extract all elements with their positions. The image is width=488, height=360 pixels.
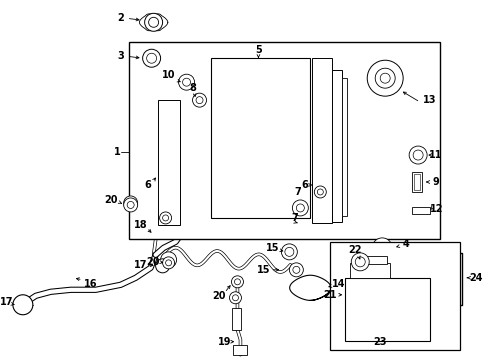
Text: 9: 9: [432, 177, 439, 187]
Text: 23: 23: [373, 337, 386, 347]
Circle shape: [285, 247, 293, 256]
Text: 15: 15: [256, 265, 269, 275]
Bar: [312, 58, 332, 223]
Text: 5: 5: [255, 45, 261, 55]
Bar: [349, 263, 389, 278]
Circle shape: [412, 150, 422, 160]
Bar: [332, 70, 342, 222]
Circle shape: [196, 96, 203, 104]
Bar: [411, 207, 429, 214]
Text: 16: 16: [84, 279, 97, 289]
Circle shape: [380, 73, 389, 83]
Text: 7: 7: [293, 187, 300, 197]
Text: 12: 12: [429, 204, 443, 214]
Circle shape: [165, 260, 171, 266]
Circle shape: [281, 244, 297, 260]
Text: 6: 6: [144, 180, 151, 190]
Bar: [232, 308, 241, 330]
Circle shape: [292, 200, 308, 216]
Text: 21: 21: [323, 290, 336, 300]
Text: 4: 4: [402, 239, 408, 249]
Circle shape: [231, 276, 243, 288]
Circle shape: [289, 263, 303, 277]
Circle shape: [178, 74, 194, 90]
Text: 11: 11: [428, 150, 442, 160]
Circle shape: [144, 13, 163, 31]
Circle shape: [366, 60, 402, 96]
Text: 2: 2: [117, 13, 124, 23]
Circle shape: [127, 199, 134, 206]
Text: 20: 20: [104, 195, 117, 205]
Circle shape: [314, 186, 325, 198]
Circle shape: [182, 78, 190, 86]
Bar: [329, 242, 459, 350]
Circle shape: [234, 279, 240, 285]
Text: 7: 7: [290, 213, 297, 223]
Bar: [411, 172, 421, 192]
Circle shape: [408, 146, 426, 164]
Circle shape: [155, 259, 169, 273]
Circle shape: [229, 292, 241, 304]
Circle shape: [142, 49, 160, 67]
Circle shape: [192, 93, 206, 107]
Text: 8: 8: [189, 83, 196, 93]
Text: 20: 20: [211, 291, 225, 301]
Text: 20: 20: [145, 257, 159, 267]
Circle shape: [350, 253, 368, 271]
Bar: [352, 256, 386, 264]
Bar: [345, 278, 429, 341]
Text: 19: 19: [217, 337, 231, 347]
Bar: [128, 42, 439, 239]
Circle shape: [354, 257, 365, 267]
Circle shape: [292, 266, 299, 273]
Text: 1: 1: [114, 147, 121, 157]
Circle shape: [123, 198, 137, 212]
Bar: [413, 174, 419, 190]
Circle shape: [163, 215, 168, 221]
Circle shape: [13, 295, 33, 315]
Bar: [342, 78, 346, 216]
Circle shape: [146, 53, 156, 63]
Circle shape: [374, 68, 394, 88]
Text: 22: 22: [348, 245, 361, 255]
Circle shape: [232, 295, 238, 301]
Text: 14: 14: [331, 279, 345, 289]
Bar: [157, 100, 179, 225]
Text: 6: 6: [300, 180, 307, 190]
Circle shape: [376, 242, 387, 253]
Circle shape: [160, 252, 176, 268]
Text: 17: 17: [134, 260, 147, 270]
Bar: [233, 345, 247, 355]
Text: 10: 10: [162, 70, 175, 80]
Text: 17: 17: [0, 297, 14, 307]
Text: 15: 15: [265, 243, 279, 253]
Circle shape: [159, 212, 171, 224]
Circle shape: [127, 202, 134, 208]
Text: 3: 3: [117, 51, 124, 61]
Text: 18: 18: [134, 220, 147, 230]
Circle shape: [148, 17, 158, 27]
Text: 13: 13: [423, 95, 436, 105]
Bar: [210, 58, 310, 218]
Circle shape: [163, 257, 174, 269]
Circle shape: [371, 238, 391, 258]
Text: 24: 24: [468, 273, 482, 283]
Circle shape: [123, 196, 137, 210]
Circle shape: [317, 189, 323, 195]
Circle shape: [296, 204, 304, 212]
